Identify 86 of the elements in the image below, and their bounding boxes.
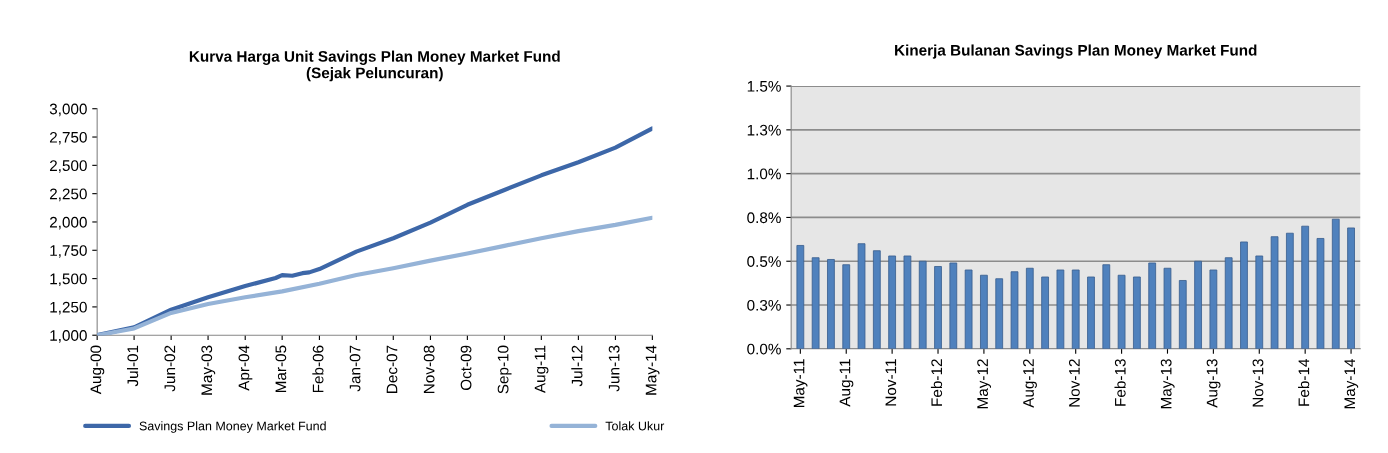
bar [934, 266, 942, 349]
bar [842, 264, 851, 349]
x-tick-label: May-14 [645, 345, 660, 395]
bar [1316, 238, 1325, 349]
x-tick-label: May-03 [201, 345, 216, 395]
bar [1301, 225, 1310, 349]
y-tick-label: 0.0% [747, 343, 781, 355]
x-tick-label: Jul-12 [571, 345, 583, 387]
y-tick-label: 1,000 [50, 330, 87, 343]
x-tick-label: Aug-11 [839, 359, 854, 407]
x-tick-label: Jun-13 [608, 345, 620, 392]
y-tick-label: 1.3% [747, 124, 781, 136]
bar [995, 278, 1004, 349]
y-tick-label: 1.0% [747, 168, 781, 180]
x-tick-label: Feb-06 [312, 345, 324, 393]
x-tick-label: Aug-11 [534, 345, 549, 394]
x-tick-label: May-13 [1160, 359, 1175, 409]
bar [964, 269, 973, 349]
x-tick-label: May-11 [793, 359, 808, 408]
y-tick-label: 1,250 [50, 301, 87, 315]
x-tick-label: Nov-11 [885, 359, 897, 406]
bar [1133, 276, 1141, 349]
bar [918, 260, 927, 349]
bar [811, 257, 820, 349]
legend-label: Savings Plan Money Market Fund [139, 421, 326, 433]
bar [1270, 236, 1279, 349]
x-tick-label: Feb-14 [1298, 358, 1310, 406]
y-tick-label: 2,500 [49, 160, 87, 173]
y-tick-label: 2,250 [49, 188, 87, 202]
x-tick-label: Jan-07 [349, 345, 361, 392]
bar [857, 243, 866, 349]
y-tick-label: 0.5% [747, 256, 781, 267]
x-tick-label: Feb-13 [1114, 359, 1126, 406]
bar [1071, 269, 1080, 349]
bar [1102, 264, 1111, 349]
y-tick-label: 1.5% [747, 81, 781, 92]
x-tick-label: Aug-00 [90, 345, 105, 395]
y-tick-label: 0.3% [747, 299, 781, 311]
y-tick-label: 2,750 [49, 131, 87, 145]
bar [1331, 218, 1340, 349]
y-tick-label: 0.8% [747, 212, 781, 224]
bar [1117, 274, 1126, 349]
bar [1224, 257, 1233, 349]
x-tick-label: May-12 [977, 359, 992, 409]
x-tick-label: Apr-04 [238, 345, 253, 391]
bar [1286, 232, 1294, 349]
x-tick-label: Jul-01 [126, 345, 139, 387]
x-tick-label: Sep-10 [497, 345, 512, 394]
bar [903, 255, 912, 349]
bar [980, 274, 988, 349]
x-tick-label: Oct-09 [460, 345, 472, 391]
bar [1010, 271, 1019, 349]
bar [1056, 269, 1065, 349]
bar [1255, 255, 1264, 349]
x-tick-label: Feb-12 [930, 359, 943, 406]
y-tick-label: 1,750 [50, 245, 87, 258]
bar [872, 250, 881, 349]
bar [827, 259, 835, 349]
x-tick-label: Dec-07 [386, 345, 398, 393]
x-tick-label: Nov-12 [1068, 359, 1080, 407]
y-tick-label: 2,000 [49, 216, 87, 230]
bar [949, 262, 958, 349]
x-tick-label: Jun-02 [164, 345, 176, 392]
x-tick-label: May-14 [1344, 358, 1359, 409]
bar [1163, 267, 1172, 349]
bar [1347, 227, 1355, 349]
chart-title: Kurva Harga Unit Savings Plan Money Market Fund (Sejak Peluncuran) [189, 50, 560, 82]
bar [888, 255, 896, 349]
bar [1178, 280, 1187, 349]
x-tick-label: Aug-12 [1023, 359, 1037, 408]
bar [1041, 276, 1049, 349]
x-tick-label: Nov-08 [423, 345, 435, 393]
x-tick-label: Mar-05 [275, 345, 287, 393]
y-tick-label: 1,500 [50, 273, 87, 287]
bar [1240, 241, 1248, 349]
bar [1025, 267, 1034, 349]
y-tick-label: 3,000 [49, 103, 87, 117]
legend-label: Tolak Ukur [605, 421, 665, 431]
bar [1087, 276, 1095, 349]
bar [1209, 269, 1218, 349]
bar [1148, 262, 1157, 349]
chart-title: Kinerja Bulanan Savings Plan Money Market Fund [895, 44, 1257, 59]
bar [1194, 260, 1202, 349]
x-tick-label: Aug-13 [1206, 359, 1221, 408]
x-tick-label: Nov-13 [1252, 359, 1264, 407]
bar [796, 245, 805, 349]
